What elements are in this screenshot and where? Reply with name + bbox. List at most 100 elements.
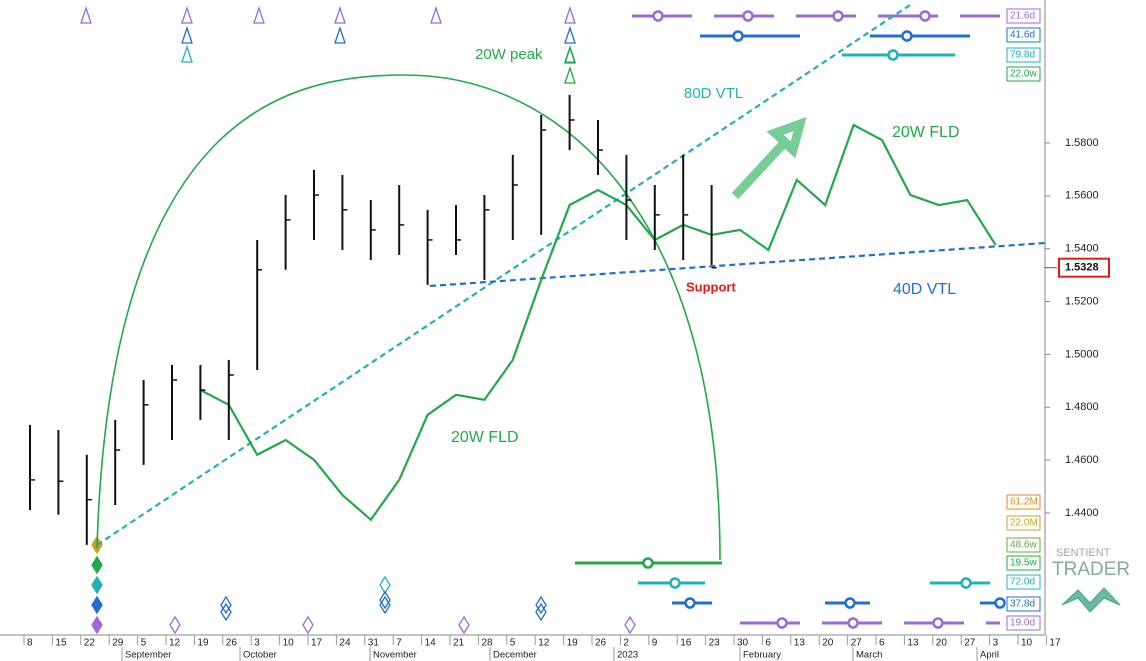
month-label: September	[125, 650, 171, 661]
x-tick-label: 10	[1021, 638, 1033, 649]
cycle-dot	[844, 597, 856, 609]
x-tick-label: 21	[453, 638, 465, 649]
logo-text: TRADER	[1052, 559, 1130, 580]
x-tick-label: 29	[112, 638, 124, 649]
cycle-dot	[776, 617, 788, 629]
x-tick-label: 6	[879, 638, 885, 649]
cycle-dot	[652, 10, 664, 22]
last-price-box	[1058, 257, 1110, 278]
month-label: October	[243, 650, 277, 661]
x-tick-label: 22	[84, 638, 96, 649]
month-label: November	[373, 650, 417, 661]
x-tick-label: 3	[993, 638, 999, 649]
y-tick-label: 1.5200	[1065, 295, 1099, 307]
annotation: 20W FLD	[892, 124, 960, 141]
cycle-dot	[901, 30, 913, 42]
annotation: Support	[686, 279, 736, 294]
cycle-dot	[684, 597, 696, 609]
cycle-triangle	[430, 5, 442, 24]
y-tick-label: 1.4800	[1065, 401, 1099, 413]
cycle-triangle	[181, 5, 193, 24]
annotation: 80D VTL	[684, 85, 743, 102]
cycle-triangle	[253, 5, 265, 24]
x-tick-label: 24	[339, 638, 351, 649]
y-tick-label: 1.4400	[1065, 507, 1099, 519]
x-tick-label: 27	[964, 638, 976, 649]
x-tick-label: 30	[737, 638, 749, 649]
x-tick-label: 8	[27, 638, 33, 649]
x-tick-label: 13	[794, 638, 806, 649]
cycle-label: 19.5w	[1010, 558, 1037, 569]
cycle-dot	[832, 10, 844, 22]
x-tick-label: 19	[197, 638, 209, 649]
cycle-diamond	[169, 615, 181, 635]
month-label: 2023	[617, 650, 638, 661]
cycle-label: 61.2M	[1010, 497, 1038, 508]
cycle-label-box	[1006, 8, 1041, 24]
cycle-dot	[732, 30, 744, 42]
cycle-label: 79.8d	[1010, 50, 1035, 61]
cycle-diamond	[458, 615, 470, 635]
cycle-label-box	[1006, 555, 1041, 571]
cycle-diamond	[624, 615, 636, 635]
logo-mark	[1061, 587, 1121, 613]
x-tick-label: 14	[425, 638, 437, 649]
x-tick-label: 28	[481, 638, 493, 649]
cycle-label-box	[1006, 574, 1041, 590]
x-tick-label: 17	[311, 638, 323, 649]
cycle-triangle	[181, 25, 193, 44]
projection-arrow	[731, 116, 807, 200]
x-tick-label: 26	[595, 638, 607, 649]
cycle-label-box	[1006, 596, 1041, 612]
cycle-arc	[96, 74, 721, 561]
cycle-triangle	[334, 25, 346, 44]
cycle-label: 41.6d	[1010, 30, 1035, 41]
x-tick-label: 26	[226, 638, 238, 649]
cycle-diamond	[302, 615, 314, 635]
x-tick-label: 23	[709, 638, 721, 649]
annotation: 20W peak	[475, 46, 543, 63]
cycle-dot	[960, 577, 972, 589]
y-tick-label: 1.5000	[1065, 348, 1099, 360]
month-label: March	[856, 650, 882, 661]
x-tick-label: 5	[141, 638, 147, 649]
cycle-diamond	[91, 615, 103, 635]
vtl-40d	[429, 241, 1046, 288]
cycle-dot	[919, 10, 931, 22]
month-label: February	[743, 650, 781, 661]
cycle-label-box	[1006, 47, 1041, 63]
x-tick-label: 2	[623, 638, 629, 649]
cycle-label: 22.0M	[1010, 518, 1038, 529]
x-tick-label: 12	[169, 638, 181, 649]
x-tick-label: 10	[283, 638, 295, 649]
cycle-diamond	[220, 595, 232, 615]
cycle-triangle	[80, 5, 92, 24]
x-tick-label: 7	[396, 638, 402, 649]
cycle-dot	[932, 617, 944, 629]
cycle-diamond	[220, 602, 232, 622]
x-tick-label: 17	[1049, 638, 1061, 649]
y-tick-label: 1.5600	[1065, 190, 1099, 202]
cycle-label: 37.8d	[1010, 599, 1035, 610]
x-tick-label: 6	[765, 638, 771, 649]
x-tick-label: 9	[652, 638, 658, 649]
cycle-triangle	[564, 45, 576, 64]
y-tick-label: 1.5400	[1065, 243, 1099, 255]
cycle-diamond	[535, 595, 547, 615]
cycle-label: 21.6d	[1010, 11, 1035, 22]
y-tick-label: 1.4600	[1065, 454, 1099, 466]
cycle-dot	[642, 557, 654, 569]
cycle-diamond	[379, 590, 391, 610]
cycle-label-box	[1006, 537, 1041, 553]
cycle-triangle	[564, 5, 576, 24]
annotation: 20W FLD	[451, 429, 519, 446]
cycle-diamond	[535, 602, 547, 622]
fld-line	[199, 123, 997, 522]
cycle-dot	[742, 10, 754, 22]
last-price-label: 1.5328	[1065, 262, 1099, 274]
cycle-diamond	[91, 595, 103, 615]
cycle-dot	[847, 617, 859, 629]
